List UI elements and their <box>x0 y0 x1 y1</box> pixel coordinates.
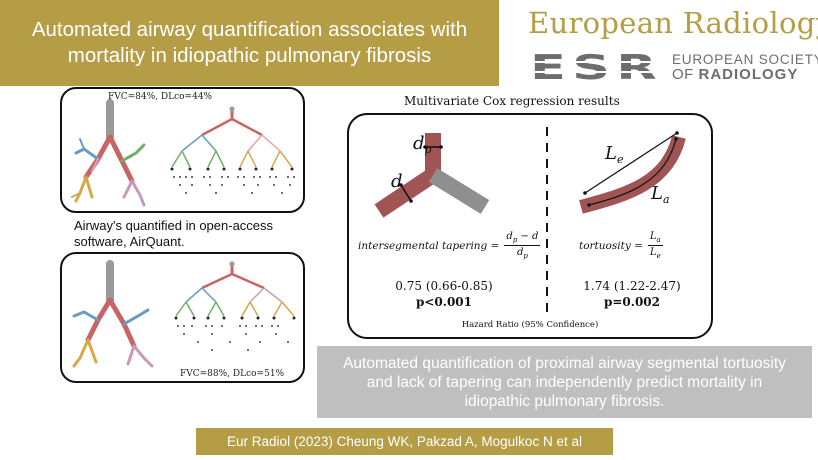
tree-graph-bottom <box>175 266 295 317</box>
esr-logo-text: ESR <box>530 52 663 82</box>
cox-panel: dp d Le La intersegmental tapering = dp … <box>347 113 713 339</box>
tortuosity-fraction: La Le <box>647 231 663 260</box>
airway-render-top <box>71 99 146 207</box>
tapering-formula: intersegmental tapering = dp − d dp <box>358 231 541 260</box>
conclusion-line-1: Automated quantification of proximal air… <box>343 354 786 372</box>
airway-tree-top <box>71 99 295 207</box>
le-label: L <box>604 143 617 164</box>
d-label: d <box>391 171 403 192</box>
svg-text:Le: Le <box>604 143 624 166</box>
tapering-fraction: dp − d dp <box>504 231 541 260</box>
svg-text:La: La <box>650 183 670 206</box>
la-label-sub: a <box>663 193 670 206</box>
airquant-caption: Airway's quantified in open-access softw… <box>74 218 304 250</box>
society-line-2: OF RADIOLOGY <box>672 67 812 82</box>
airway-render-bottom <box>72 260 154 368</box>
svg-text:dp: dp <box>413 133 432 156</box>
citation-bar: Eur Radiol (2023) Cheung WK, Pakzad A, M… <box>196 428 613 455</box>
dp-label-sub: p <box>425 143 432 156</box>
example-panel-top: FVC=84%, DLco=44% <box>60 87 305 213</box>
hazard-ratio-caption: Hazard Ratio (95% Confidence) <box>461 320 599 330</box>
society-radiology: RADIOLOGY <box>698 66 799 83</box>
airway-tree-bottom <box>72 260 296 368</box>
tree-graph-leaves-top <box>170 106 294 171</box>
airquant-caption-line-2: software, AirQuant. <box>74 234 185 249</box>
le-label-sub: e <box>617 153 624 166</box>
tapering-formula-lhs: intersegmental tapering = <box>358 239 500 252</box>
esr-logo: ESR <box>530 52 665 82</box>
tortuosity-p-value: p=0.002 <box>603 295 661 309</box>
tree-graph-dots-bottom <box>177 325 289 351</box>
conclusion-line-2: and lack of tapering can independently p… <box>366 373 763 391</box>
title-line-1: Automated airway quantification associat… <box>31 18 468 41</box>
tortuosity-diagram: Le La <box>579 131 686 214</box>
conclusion-line-3: idiopathic pulmonary fibrosis. <box>464 392 665 410</box>
dp-label: d <box>413 133 425 154</box>
society-of: OF <box>672 66 694 83</box>
tree-graph-top <box>171 111 293 168</box>
tree-graph-leaves-bottom <box>174 261 296 320</box>
example-top-label: FVC=84%, DLco=44% <box>108 92 213 102</box>
cox-diagrams: dp d Le La <box>374 127 686 315</box>
tortuosity-formula-lhs: tortuosity = <box>579 239 643 252</box>
title-banner: Automated airway quantification associat… <box>0 0 499 86</box>
tortuosity-formula: tortuosity = La Le <box>579 231 663 260</box>
tree-graph-dots-top <box>173 176 295 194</box>
journal-name: European Radiology <box>528 6 818 40</box>
conclusion-box: Automated quantification of proximal air… <box>317 346 812 418</box>
tapering-hazard-ratio: 0.75 (0.66-0.85) <box>395 279 493 293</box>
bifurcation-diagram: dp d <box>374 133 490 218</box>
society-name: EUROPEAN SOCIETY OF RADIOLOGY <box>672 52 818 82</box>
cox-heading: Multivariate Cox regression results <box>404 94 620 108</box>
example-bottom-label: FVC=88%, DLco=51% <box>180 369 285 379</box>
la-label: L <box>650 183 663 204</box>
example-panel-bottom: FVC=88%, DLco=51% <box>60 252 305 383</box>
airquant-caption-line-1: Airway's quantified in open-access <box>74 218 274 233</box>
tapering-p-value: p<0.001 <box>415 295 473 309</box>
tortuosity-hazard-ratio: 1.74 (1.22-2.47) <box>583 279 681 293</box>
society-line-1: EUROPEAN SOCIETY <box>672 52 818 67</box>
title-line-2: mortality in idiopathic pulmonary fibros… <box>67 44 432 67</box>
